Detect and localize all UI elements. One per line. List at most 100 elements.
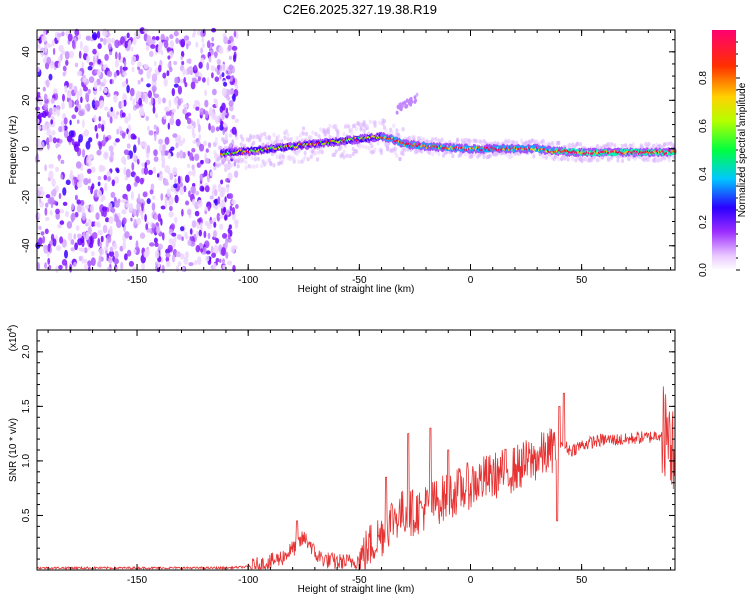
heatmap-cell (222, 258, 225, 264)
heatmap-cell (328, 135, 332, 140)
heatmap-cell (596, 143, 600, 149)
heatmap-cell (122, 217, 127, 225)
colorbar-tick-label-3: 0.6 (698, 119, 709, 133)
snr-y-scale-exp: 4 (7, 328, 14, 332)
heatmap-cell (204, 221, 209, 226)
heatmap-cell (77, 238, 83, 246)
heatmap-cell (65, 59, 69, 66)
heatmap-cell (373, 123, 377, 128)
heatmap-cell (179, 150, 184, 159)
heatmap-cell (137, 158, 140, 165)
heatmap-cell (66, 221, 73, 229)
heatmap-cell (482, 154, 486, 160)
snr-ytick-label-1: 1.0 (21, 454, 32, 468)
heatmap-cell (314, 131, 318, 137)
heatmap-cell (113, 114, 119, 120)
heatmap-cell (171, 88, 175, 97)
heatmap-cell (111, 179, 116, 187)
heatmap-cell (88, 76, 95, 83)
heatmap-cell (162, 72, 167, 79)
heatmap-cell (241, 158, 245, 163)
heatmap-cell (283, 135, 287, 140)
heatmap-cell (102, 134, 106, 143)
heatmap-cell (121, 100, 124, 109)
heatmap-cell (93, 80, 98, 90)
heatmap-cell (144, 213, 147, 223)
spectrogram-x-ticks: -150 -100 -50 0 50 (47, 30, 672, 286)
heatmap-cell (413, 99, 417, 104)
heatmap-cell (401, 151, 405, 157)
heatmap-cell (38, 36, 42, 44)
heatmap-cell (125, 78, 129, 85)
heatmap-cell (45, 216, 50, 222)
heatmap-cell (198, 229, 202, 237)
heatmap-cell (224, 240, 228, 249)
heatmap-cell (231, 114, 236, 120)
heatmap-cell (207, 232, 211, 240)
heatmap-cell (117, 198, 121, 203)
heatmap-cell (153, 156, 159, 162)
heatmap-cell (37, 43, 41, 49)
heatmap-cell (75, 161, 82, 169)
heatmap-cell (206, 62, 210, 71)
heatmap-cell (161, 97, 167, 104)
heatmap-cell (395, 128, 399, 133)
heatmap-cell (64, 249, 68, 259)
heatmap-cell (190, 81, 196, 90)
heatmap-cell (114, 51, 118, 60)
heatmap-cell (70, 239, 75, 245)
heatmap-cell (94, 221, 98, 227)
heatmap-cell (342, 154, 346, 160)
heatmap-cell (191, 148, 196, 153)
heatmap-cell (136, 202, 141, 212)
heatmap-cell (177, 234, 182, 241)
heatmap-cell (353, 123, 357, 128)
heatmap-cell (58, 264, 63, 270)
heatmap-cell (73, 85, 78, 94)
heatmap-cell (578, 142, 583, 147)
heatmap-cell (303, 155, 307, 160)
heatmap-cell (154, 113, 159, 119)
heatmap-cell (183, 256, 189, 265)
heatmap-cell (95, 212, 100, 221)
heatmap-cell (109, 225, 113, 235)
heatmap-cell (222, 157, 226, 163)
heatmap-cell (55, 166, 59, 172)
heatmap-cell (219, 223, 224, 230)
heatmap-cell (88, 61, 94, 66)
heatmap-cell (203, 109, 206, 115)
heatmap-cell (104, 53, 109, 61)
heatmap-cell (319, 127, 323, 132)
heatmap-cell (659, 157, 664, 162)
heatmap-cell (219, 258, 222, 263)
heatmap-cell (222, 122, 228, 128)
heatmap-cell (228, 143, 232, 148)
heatmap-cell (620, 158, 625, 164)
heatmap-cell (85, 231, 90, 241)
heatmap-cell (218, 46, 224, 55)
heatmap-cell (84, 263, 89, 270)
snr-x-ticks: -150 -100 -50 0 50 (47, 330, 672, 586)
heatmap-cell (211, 188, 214, 197)
heatmap-cell (101, 124, 105, 132)
heatmap-cell (390, 130, 394, 136)
heatmap-cell (140, 111, 146, 116)
heatmap-cell (101, 165, 106, 172)
heatmap-cell (221, 63, 226, 72)
heatmap-cell (62, 187, 67, 196)
heatmap-cell (169, 34, 174, 40)
heatmap-cell (160, 205, 166, 210)
heatmap-cell (121, 198, 127, 204)
heatmap-cell (214, 198, 219, 206)
heatmap-cell (135, 240, 139, 250)
heatmap-cell (130, 46, 134, 52)
heatmap-cell (87, 226, 92, 234)
heatmap-cell (228, 100, 234, 107)
heatmap-cell (213, 245, 219, 254)
heatmap-cell (361, 144, 365, 149)
heatmap-cell (145, 223, 149, 231)
heatmap-cell (133, 181, 138, 187)
heatmap-cell (114, 213, 118, 220)
heatmap-cell (186, 117, 192, 125)
heatmap-cell (106, 70, 113, 78)
